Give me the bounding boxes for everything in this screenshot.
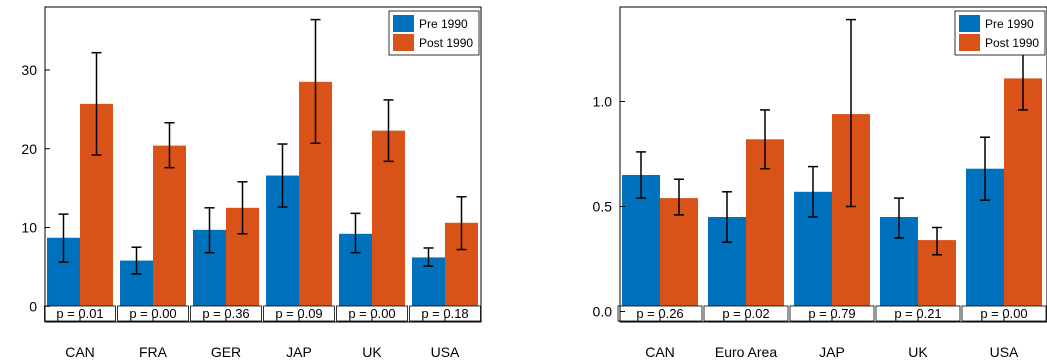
plot-frame [44,6,482,323]
pvalue-label: p = 0.26 [636,306,683,321]
legend-swatch [959,34,980,51]
bar-post-1990-fra [153,145,186,322]
bar-post-1990-uk [372,130,405,322]
pvalue-label: p = 0.01 [56,306,103,321]
bar-post-1990-usa [1004,78,1042,322]
y-tick-label: 0.0 [593,304,613,320]
y-tick-label: 10 [21,220,37,236]
pvalue-label: p = 0.36 [202,306,249,321]
bar-pre-1990-can [622,175,660,322]
bar-post-1990-euro-area [746,139,784,322]
pvalue-label: p = 0.09 [275,306,322,321]
legend-label: Pre 1990 [985,17,1034,31]
x-tick-label: JAP [286,344,312,360]
x-tick-label: UK [908,344,928,360]
pvalue-label: p = 0.00 [129,306,176,321]
plot-frame [619,6,1047,323]
legend: Pre 1990 Post 1990 [388,10,480,56]
pvalue-label: p = 0.18 [421,306,468,321]
pvalue-label: p = 0.00 [980,306,1027,321]
x-tick-label: UK [362,344,382,360]
legend-swatch [393,34,414,51]
legend: Pre 1990 Post 1990 [954,10,1046,56]
pvalue-label: p = 0.79 [808,306,855,321]
pvalue-label: p = 0.00 [348,306,395,321]
pvalue-label: p = 0.02 [722,306,769,321]
plot-area [47,18,478,322]
legend-label: Post 1990 [419,36,473,50]
y-tick-label: 30 [21,62,37,78]
plot-area [622,18,1042,322]
x-tick-label: CAN [65,344,95,360]
x-tick-label: FRA [139,344,168,360]
x-tick-label: Euro Area [715,344,777,360]
legend-swatch [393,15,414,32]
x-tick-label: USA [990,344,1019,360]
y-tick-label: 1.0 [593,94,613,110]
x-tick-label: GER [211,344,241,360]
legend-swatch [959,15,980,32]
y-tick-label: 20 [21,141,37,157]
bar-post-1990-can [660,198,698,322]
legend-label: Post 1990 [985,36,1039,50]
chart-2: p = 0.26 CAN p = 0.02 Euro Area p = 0.79 JAP p… [593,6,1047,360]
x-tick-label: USA [431,344,460,360]
legend-label: Pre 1990 [419,17,468,31]
pvalue-label: p = 0.21 [894,306,941,321]
y-tick-label: 0 [29,298,37,314]
chart-1: p = 0.01 CAN p = 0.00 FRA p = 0.36 GER p = 0.0… [21,6,482,360]
x-tick-label: CAN [645,344,675,360]
x-tick-label: JAP [819,344,845,360]
y-tick-label: 0.5 [593,199,613,215]
